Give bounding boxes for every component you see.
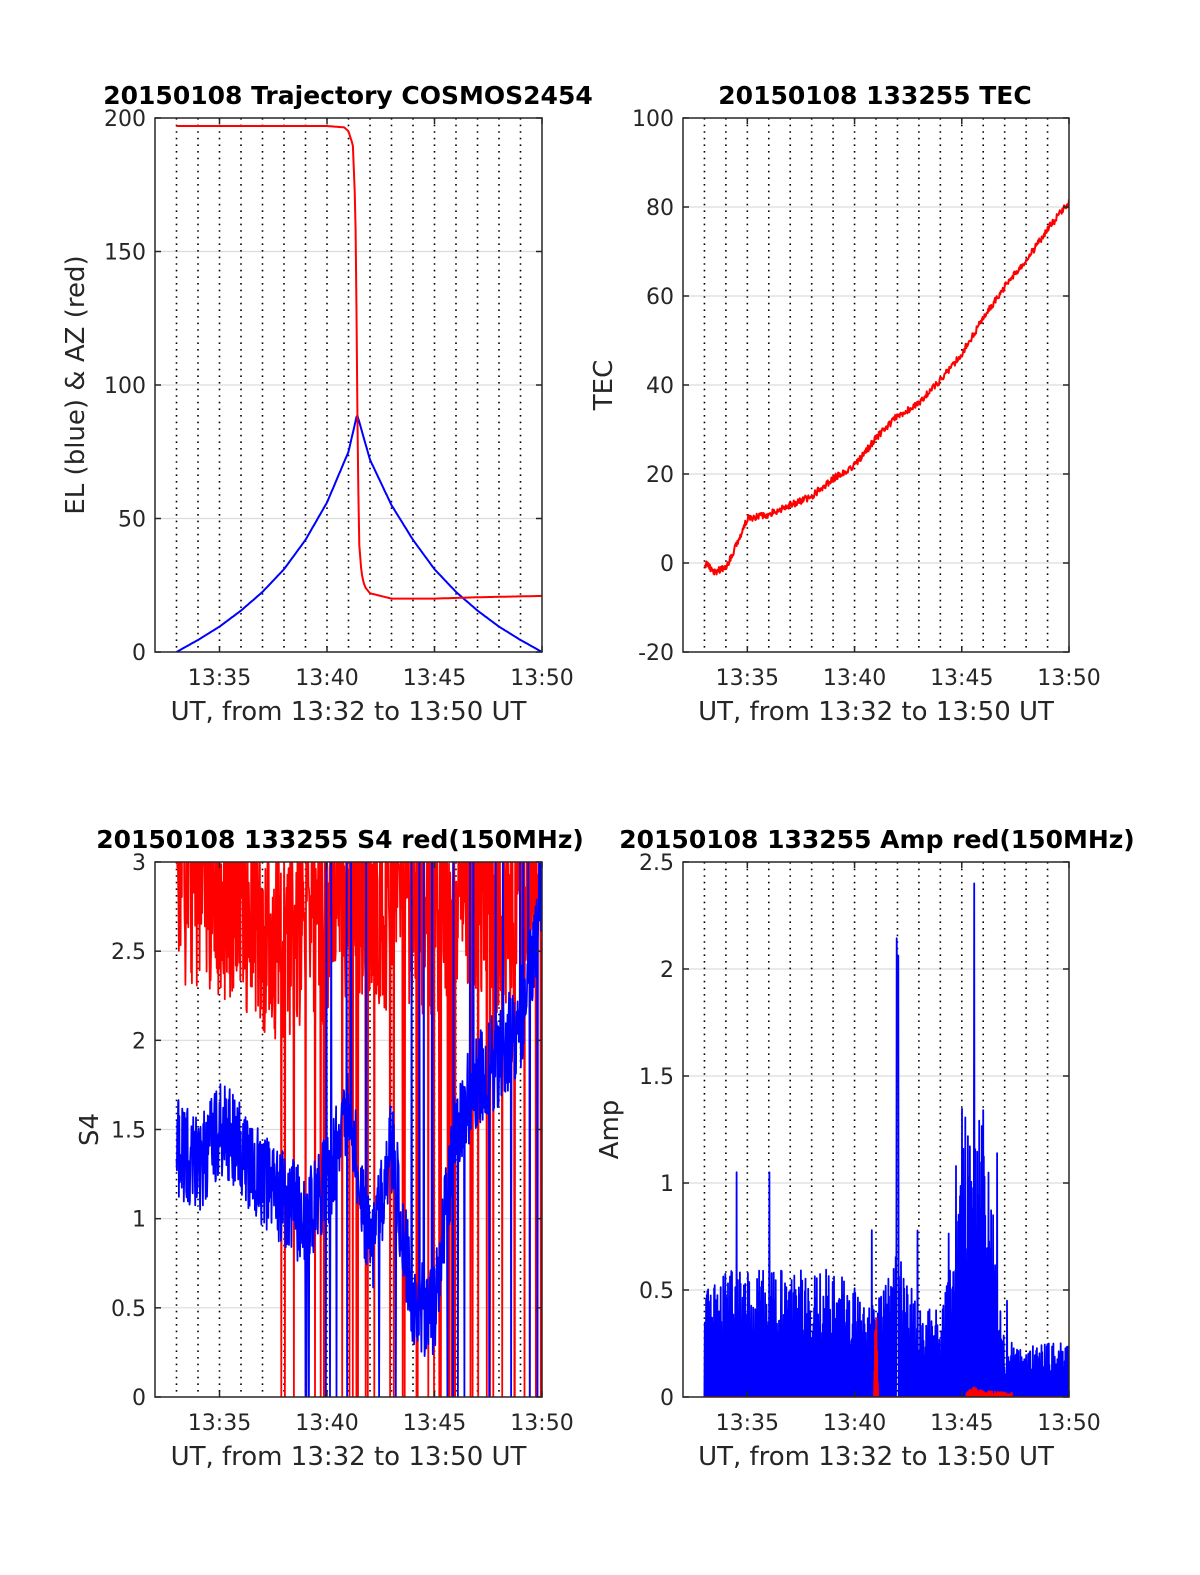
x-tick-label: 13:50 (1037, 666, 1100, 691)
x-tick-label: 13:40 (823, 1411, 886, 1436)
x-tick-label: 13:50 (1037, 1411, 1100, 1436)
y-tick-label: 1 (660, 1172, 674, 1197)
series-group (176, 125, 542, 652)
x-tick-label: 13:45 (930, 666, 993, 691)
y-tick-label: 20 (646, 463, 674, 488)
x-tick-label: 13:45 (930, 1411, 993, 1436)
chart-panel-2: -20 0 20 40 60 80 100 13:35 13:40 13:45 13:50 20150… (589, 81, 1101, 727)
y-tick-label: 60 (646, 285, 674, 310)
y-tick-label: 2 (132, 1029, 146, 1054)
y-tick-label: 200 (104, 107, 146, 132)
y-tick-label: 1.5 (111, 1119, 146, 1144)
y-tick-label: 0 (132, 641, 146, 666)
x-axis-label: UT, from 13:32 to 13:50 UT (171, 1442, 527, 1472)
y-tick-label: 0.5 (639, 1279, 674, 1304)
x-axis-label: UT, from 13:32 to 13:50 UT (698, 697, 1054, 727)
x-tick-label: 13:50 (510, 666, 573, 691)
x-axis-label: UT, from 13:32 to 13:50 UT (171, 697, 527, 727)
y-axis-label: Amp (595, 1100, 625, 1160)
chart-panel-4: 0 0.5 1 1.5 2 2.5 13:35 13:40 13:45 13:50 20150108… (595, 825, 1135, 1472)
series-group (703, 199, 1069, 576)
y-tick-label: 0 (660, 1386, 674, 1411)
x-tick-label: 13:35 (188, 1411, 251, 1436)
series-red-line (176, 125, 542, 600)
y-tick-label: 2.5 (639, 851, 674, 876)
y-tick-label: 50 (118, 508, 146, 533)
y-tick-label: 1 (132, 1208, 146, 1233)
chart-panel-3: 0 0.5 1 1.5 2 2.5 3 13:35 13:40 13:45 13:50 2015010… (75, 825, 584, 1472)
chart-panel-1: 0 50 100 150 200 13:35 13:40 13:45 13:50 20150108… (61, 81, 593, 727)
y-tick-label: 0.5 (111, 1297, 146, 1322)
axes-box (682, 861, 1070, 1398)
y-tick-label: 40 (646, 374, 674, 399)
x-axis-label: UT, from 13:32 to 13:50 UT (698, 1442, 1054, 1472)
x-tick-label: 13:50 (510, 1411, 573, 1436)
x-tick-label: 13:45 (403, 666, 466, 691)
y-tick-label: 0 (132, 1386, 146, 1411)
y-axis-label: S4 (75, 1113, 105, 1146)
series-group (175, 862, 542, 1397)
series-blue-line (175, 862, 542, 1397)
x-tick-label: 13:40 (295, 666, 358, 691)
y-tick-label: 3 (132, 851, 146, 876)
x-tick-label: 13:35 (188, 666, 251, 691)
y-tick-label: 100 (104, 374, 146, 399)
y-tick-label: 100 (632, 107, 674, 132)
series-red-line (176, 862, 542, 1397)
series-blue-line (176, 414, 542, 652)
series-red-line (703, 199, 1069, 576)
y-tick-label: 2 (660, 958, 674, 983)
y-tick-label: 1.5 (639, 1065, 674, 1090)
x-tick-label: 13:45 (403, 1411, 466, 1436)
x-tick-label: 13:40 (823, 666, 886, 691)
chart-title: 20150108 133255 S4 red(150MHz) (96, 825, 584, 854)
chart-title: 20150108 133255 TEC (718, 81, 1031, 110)
y-tick-label: 150 (104, 241, 146, 266)
series-group (703, 882, 1069, 1397)
y-axis-label: TEC (589, 360, 619, 411)
x-tick-label: 13:35 (716, 1411, 779, 1436)
y-tick-label: 2.5 (111, 940, 146, 965)
x-tick-label: 13:35 (716, 666, 779, 691)
y-tick-label: -20 (638, 641, 674, 666)
y-tick-label: 0 (660, 552, 674, 577)
series-blue-line (703, 882, 1069, 1397)
chart-title: 20150108 Trajectory COSMOS2454 (103, 81, 593, 110)
y-axis-label: EL (blue) & AZ (red) (61, 255, 91, 514)
y-tick-label: 80 (646, 196, 674, 221)
chart-title: 20150108 133255 Amp red(150MHz) (619, 825, 1135, 854)
x-tick-label: 13:40 (295, 1411, 358, 1436)
series-red-line (703, 1317, 1069, 1397)
